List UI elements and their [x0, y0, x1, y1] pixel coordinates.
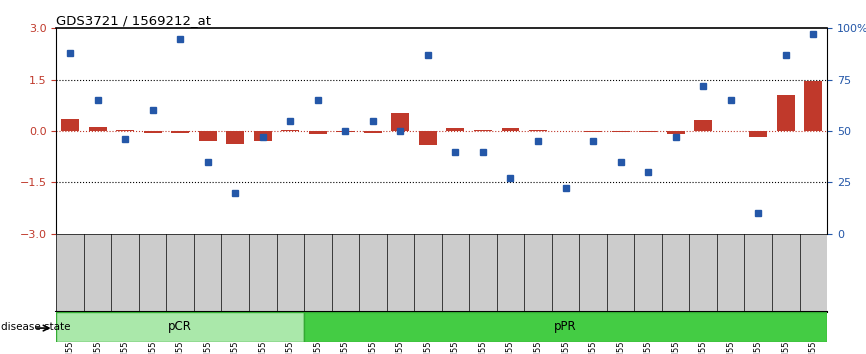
Bar: [171, 131, 189, 133]
Bar: [474, 130, 492, 131]
Text: disease state: disease state: [1, 321, 70, 332]
Bar: [88, 127, 107, 131]
Bar: [116, 130, 134, 131]
Text: pPR: pPR: [554, 320, 577, 333]
Bar: [419, 131, 436, 145]
Bar: [777, 95, 795, 131]
Bar: [61, 119, 79, 131]
Bar: [198, 131, 216, 141]
Bar: [364, 131, 382, 133]
Bar: [336, 131, 354, 132]
Bar: [281, 130, 300, 131]
Text: pCR: pCR: [168, 320, 192, 333]
Bar: [391, 113, 410, 131]
Bar: [611, 131, 630, 132]
Bar: [447, 128, 464, 131]
Bar: [254, 131, 272, 141]
Text: GDS3721 / 1569212_at: GDS3721 / 1569212_at: [56, 14, 211, 27]
Bar: [529, 130, 547, 131]
Bar: [639, 131, 657, 132]
Bar: [309, 131, 326, 134]
Bar: [304, 312, 827, 342]
Bar: [56, 312, 304, 342]
Bar: [501, 128, 520, 131]
Bar: [584, 131, 602, 132]
Bar: [144, 131, 162, 133]
Bar: [226, 131, 244, 144]
Bar: [805, 81, 822, 131]
Bar: [749, 131, 767, 137]
Bar: [695, 120, 712, 131]
Bar: [667, 131, 685, 134]
